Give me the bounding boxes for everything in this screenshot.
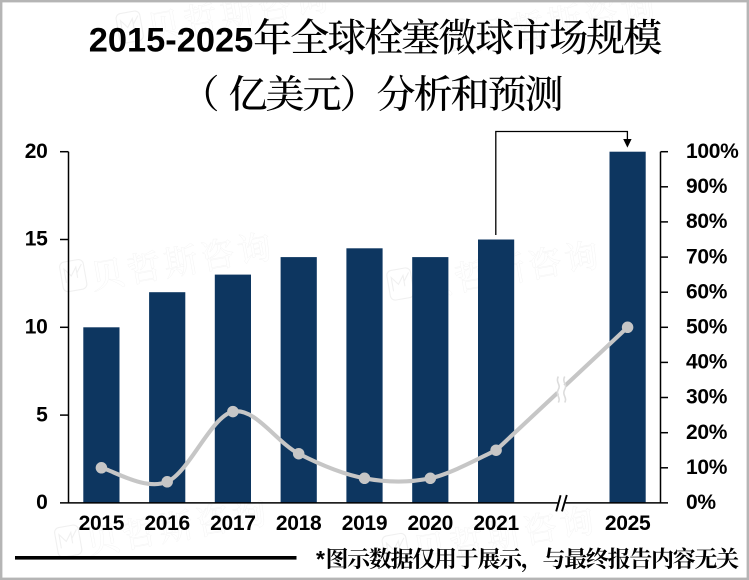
svg-text:5: 5 — [36, 403, 48, 426]
svg-text:2018: 2018 — [276, 512, 322, 535]
svg-text:15: 15 — [25, 228, 48, 251]
svg-text:2015: 2015 — [79, 512, 125, 535]
svg-text:2017: 2017 — [210, 512, 256, 535]
svg-text:2015-2025: 2015-2025 — [89, 21, 253, 59]
svg-text:40%: 40% — [686, 351, 728, 374]
svg-text:80%: 80% — [686, 210, 728, 233]
svg-text:30%: 30% — [686, 386, 728, 409]
svg-text:20: 20 — [25, 140, 48, 163]
svg-text:*: * — [316, 546, 325, 572]
svg-text:2025: 2025 — [605, 512, 651, 535]
svg-text:70%: 70% — [686, 245, 728, 268]
svg-text:2019: 2019 — [342, 512, 388, 535]
svg-text:2021: 2021 — [473, 512, 519, 535]
svg-text:2016: 2016 — [144, 512, 190, 535]
svg-text:10: 10 — [25, 316, 48, 339]
svg-text:100%: 100% — [686, 140, 739, 163]
svg-text:60%: 60% — [686, 280, 728, 303]
svg-text:90%: 90% — [686, 175, 728, 198]
svg-text:20%: 20% — [686, 421, 728, 444]
svg-text:10%: 10% — [686, 456, 728, 479]
svg-text:2020: 2020 — [408, 512, 454, 535]
svg-text:50%: 50% — [686, 316, 728, 339]
svg-text:0%: 0% — [686, 491, 716, 514]
svg-text:0: 0 — [36, 491, 47, 514]
